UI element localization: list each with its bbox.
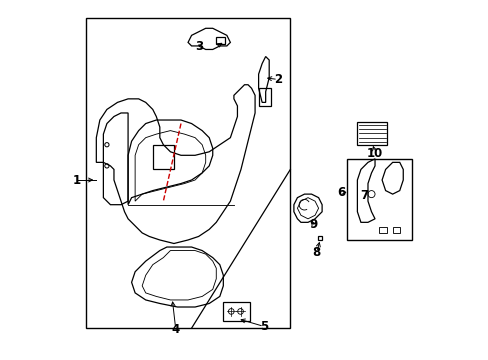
Bar	[357, 122, 386, 145]
Text: 3: 3	[195, 40, 203, 54]
Text: 4: 4	[171, 323, 180, 337]
Bar	[216, 37, 224, 44]
Bar	[392, 226, 400, 233]
Text: 9: 9	[308, 217, 317, 231]
Bar	[346, 159, 411, 240]
Text: 8: 8	[312, 246, 320, 259]
Text: 5: 5	[259, 320, 267, 333]
Bar	[152, 145, 174, 170]
Bar	[318, 236, 322, 240]
Text: 6: 6	[337, 186, 345, 199]
Text: 10: 10	[366, 147, 383, 160]
Text: 2: 2	[273, 73, 282, 86]
Bar	[85, 18, 290, 328]
Text: 7: 7	[360, 189, 368, 202]
Text: 1: 1	[73, 174, 81, 186]
Bar	[378, 226, 386, 233]
Bar	[223, 302, 249, 321]
Bar	[258, 88, 270, 106]
